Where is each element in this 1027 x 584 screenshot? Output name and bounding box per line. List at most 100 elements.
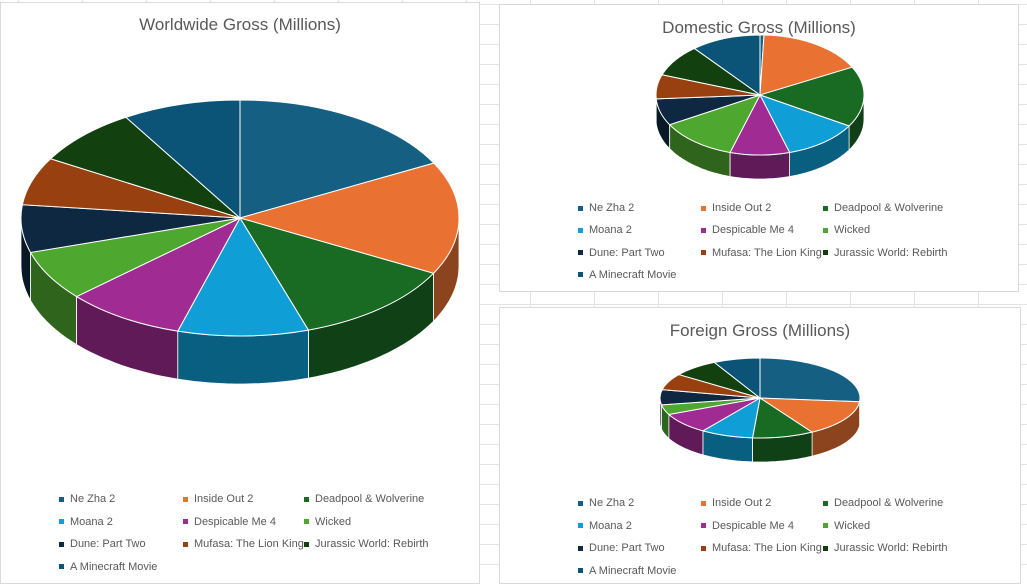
legend-swatch-icon bbox=[701, 205, 706, 211]
legend-label: Moana 2 bbox=[70, 515, 113, 528]
legend-item-dune-part-two[interactable]: Dune: Part Two bbox=[59, 538, 146, 550]
pie-side-moana-2 bbox=[177, 329, 309, 385]
legend-label: Deadpool & Wolverine bbox=[834, 202, 944, 214]
legend-swatch-icon bbox=[183, 541, 188, 547]
legend-item-wicked[interactable]: Wicked bbox=[823, 224, 870, 236]
legend-item-inside-out-2[interactable]: Inside Out 2 bbox=[183, 493, 253, 505]
pie-slice-deadpool-wolverine[interactable] bbox=[758, 66, 865, 127]
legend-item-ne-zha-2[interactable]: Ne Zha 2 bbox=[59, 493, 115, 505]
pie-side-despicable-me-4 bbox=[729, 152, 791, 180]
legend-label: Dune: Part Two bbox=[589, 542, 665, 554]
foreign-gross-chart[interactable]: Foreign Gross (Millions) Ne Zha 2 Inside … bbox=[499, 307, 1021, 584]
legend-label: Despicable Me 4 bbox=[712, 224, 794, 237]
pie-slice-inside-out-2[interactable] bbox=[758, 397, 861, 433]
legend-label: Ne Zha 2 bbox=[589, 202, 635, 214]
legend-swatch-icon bbox=[59, 496, 64, 502]
legend-item-jurassic-world-rebirth[interactable]: Jurassic World: Rebirth bbox=[304, 538, 429, 550]
legend-swatch-icon bbox=[59, 541, 64, 547]
legend-swatch-icon bbox=[183, 519, 188, 524]
legend-swatch-icon bbox=[823, 545, 828, 551]
pie-slice-deadpool-wolverine[interactable] bbox=[238, 217, 435, 331]
chart-title: Domestic Gross (Millions) bbox=[662, 18, 856, 37]
legend-item-deadpool-wolverine[interactable]: Deadpool & Wolverine bbox=[823, 202, 943, 214]
legend-swatch-icon bbox=[578, 523, 583, 528]
legend-swatch-icon bbox=[578, 500, 583, 506]
legend-swatch-icon bbox=[59, 564, 64, 569]
pie-chart-plot bbox=[655, 34, 865, 180]
legend-swatch-icon bbox=[578, 272, 583, 278]
pie-slice-a-minecraft-movie[interactable] bbox=[693, 34, 761, 96]
legend-item-mufasa-the-lion-king[interactable]: Mufasa: The Lion King bbox=[701, 542, 822, 554]
legend-swatch-icon bbox=[701, 545, 706, 551]
legend-item-deadpool-wolverine[interactable]: Deadpool & Wolverine bbox=[823, 497, 943, 509]
legend-label: Mufasa: The Lion King bbox=[712, 542, 822, 554]
legend-label: Despicable Me 4 bbox=[712, 519, 794, 532]
legend-label: Ne Zha 2 bbox=[589, 497, 635, 509]
legend-label: Moana 2 bbox=[589, 224, 632, 237]
pie-slice-ne-zha-2[interactable] bbox=[239, 99, 435, 219]
legend-label: Moana 2 bbox=[589, 519, 632, 532]
worldwide-gross-chart[interactable]: Worldwide Gross (Millions) Ne Zha 2 Insid… bbox=[0, 2, 480, 584]
pie-slice-wicked[interactable] bbox=[668, 94, 762, 154]
legend-label: Dune: Part Two bbox=[589, 246, 665, 259]
legend-item-ne-zha-2[interactable]: Ne Zha 2 bbox=[578, 497, 634, 509]
pie-slice-inside-out-2[interactable] bbox=[238, 162, 460, 274]
legend-item-despicable-me-4[interactable]: Despicable Me 4 bbox=[701, 224, 794, 236]
legend-item-moana-2[interactable]: Moana 2 bbox=[578, 224, 632, 236]
pie-slice-inside-out-2[interactable] bbox=[759, 34, 854, 96]
legend-item-deadpool-wolverine[interactable]: Deadpool & Wolverine bbox=[304, 493, 424, 505]
legend-item-mufasa-the-lion-king[interactable]: Mufasa: The Lion King bbox=[701, 247, 822, 259]
legend-label: Wicked bbox=[315, 515, 352, 528]
legend-item-wicked[interactable]: Wicked bbox=[304, 516, 351, 528]
legend-label: Inside Out 2 bbox=[194, 493, 254, 505]
legend-swatch-icon bbox=[701, 250, 706, 256]
legend-label: Deadpool & Wolverine bbox=[315, 493, 425, 505]
legend-swatch-icon bbox=[823, 250, 828, 256]
legend-item-moana-2[interactable]: Moana 2 bbox=[59, 516, 113, 528]
legend-label: Jurassic World: Rebirth bbox=[315, 538, 429, 550]
legend-swatch-icon bbox=[823, 523, 828, 528]
legend-label: Inside Out 2 bbox=[712, 202, 772, 214]
domestic-gross-chart[interactable]: Domestic Gross (Millions) Ne Zha 2 Inside… bbox=[499, 4, 1019, 292]
legend-label: Inside Out 2 bbox=[712, 497, 772, 509]
legend-item-ne-zha-2[interactable]: Ne Zha 2 bbox=[578, 202, 634, 214]
legend-label: Jurassic World: Rebirth bbox=[834, 542, 948, 554]
legend-swatch-icon bbox=[59, 519, 64, 524]
legend-item-dune-part-two[interactable]: Dune: Part Two bbox=[578, 542, 665, 554]
legend-item-despicable-me-4[interactable]: Despicable Me 4 bbox=[701, 520, 794, 532]
legend-item-despicable-me-4[interactable]: Despicable Me 4 bbox=[183, 516, 276, 528]
pie-slice-moana-2[interactable] bbox=[177, 217, 310, 337]
legend-item-mufasa-the-lion-king[interactable]: Mufasa: The Lion King bbox=[183, 538, 304, 550]
legend-item-a-minecraft-movie[interactable]: A Minecraft Movie bbox=[578, 565, 676, 577]
legend-swatch-icon bbox=[578, 545, 583, 551]
legend-item-dune-part-two[interactable]: Dune: Part Two bbox=[578, 247, 665, 259]
pie-slice-a-minecraft-movie[interactable] bbox=[713, 357, 761, 400]
legend-item-moana-2[interactable]: Moana 2 bbox=[578, 520, 632, 532]
legend-swatch-icon bbox=[701, 500, 706, 506]
pie-slice-despicable-me-4[interactable] bbox=[75, 216, 242, 332]
legend-swatch-icon bbox=[823, 227, 828, 233]
legend-label: Ne Zha 2 bbox=[70, 493, 116, 505]
legend-item-a-minecraft-movie[interactable]: A Minecraft Movie bbox=[59, 561, 157, 573]
legend-label: Mufasa: The Lion King bbox=[194, 538, 304, 550]
legend-label: Despicable Me 4 bbox=[194, 515, 276, 528]
legend-item-wicked[interactable]: Wicked bbox=[823, 520, 870, 532]
legend-item-a-minecraft-movie[interactable]: A Minecraft Movie bbox=[578, 269, 676, 281]
legend-item-inside-out-2[interactable]: Inside Out 2 bbox=[701, 202, 771, 214]
legend-swatch-icon bbox=[183, 496, 188, 502]
legend-swatch-icon bbox=[578, 568, 583, 573]
legend-swatch-icon bbox=[701, 227, 706, 233]
legend-swatch-icon bbox=[304, 519, 309, 524]
legend-label: Wicked bbox=[834, 224, 871, 237]
legend-item-jurassic-world-rebirth[interactable]: Jurassic World: Rebirth bbox=[823, 542, 948, 554]
legend-label: Dune: Part Two bbox=[70, 538, 146, 550]
legend-label: A Minecraft Movie bbox=[589, 564, 677, 577]
pie-slice-jurassic-world-rebirth[interactable] bbox=[49, 116, 241, 219]
pie-slice-a-minecraft-movie[interactable] bbox=[124, 99, 241, 220]
pie-slice-ne-zha-2[interactable] bbox=[759, 357, 861, 403]
chart-title: Foreign Gross (Millions) bbox=[669, 321, 851, 340]
legend-swatch-icon bbox=[578, 250, 583, 256]
legend-swatch-icon bbox=[578, 227, 583, 233]
legend-item-jurassic-world-rebirth[interactable]: Jurassic World: Rebirth bbox=[823, 247, 948, 259]
legend-item-inside-out-2[interactable]: Inside Out 2 bbox=[701, 497, 771, 509]
